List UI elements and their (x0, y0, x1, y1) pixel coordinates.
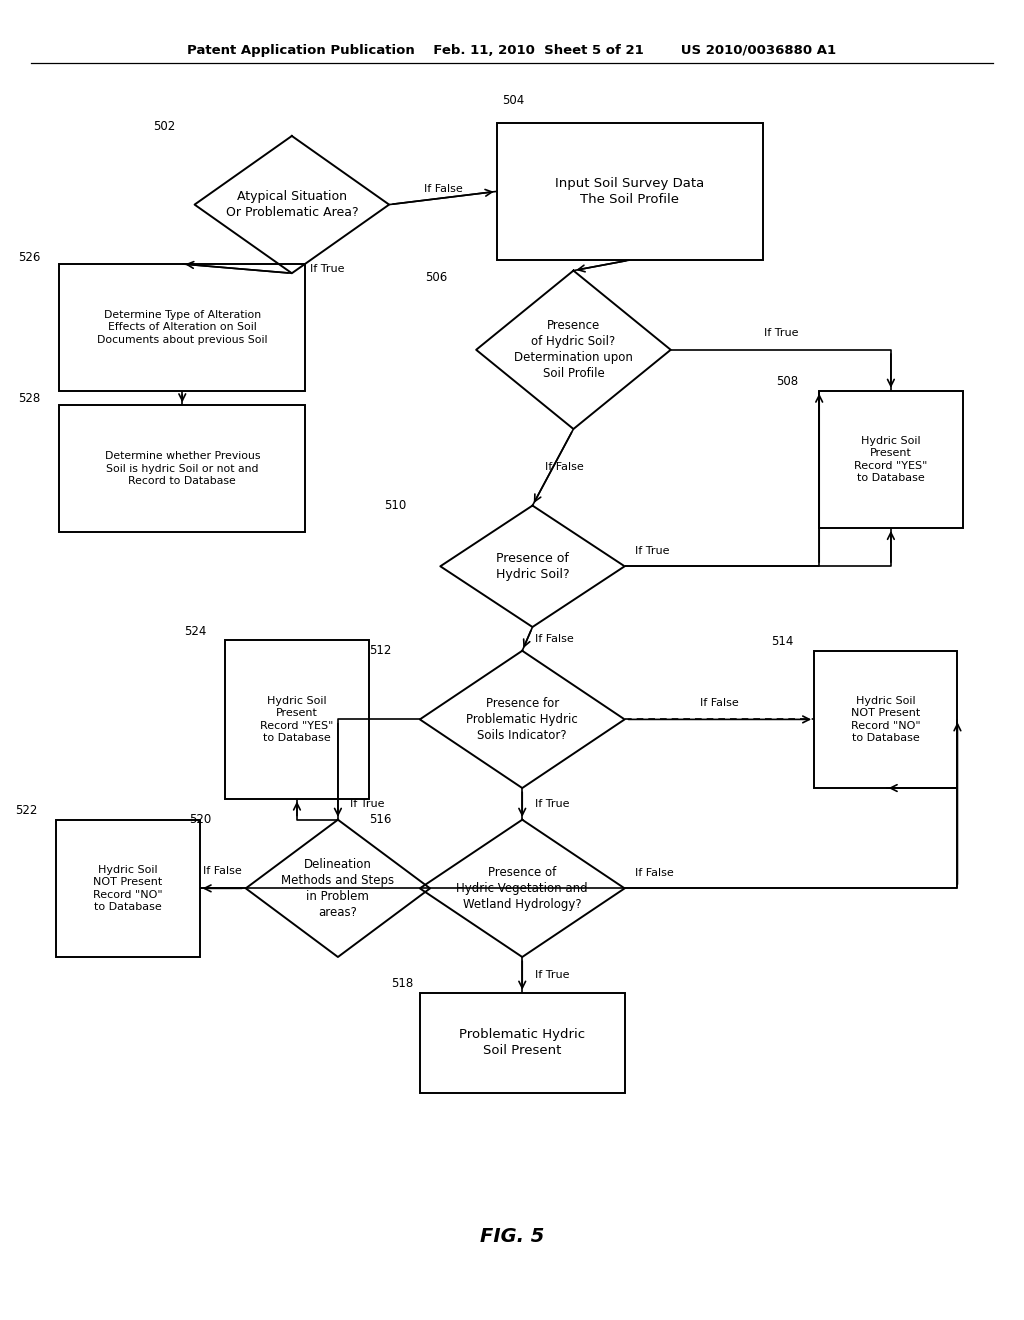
Text: If False: If False (700, 697, 738, 708)
Text: 512: 512 (369, 644, 391, 657)
Bar (56, 820, 200, 957)
Bar (819, 391, 963, 528)
Text: Patent Application Publication    Feb. 11, 2010  Sheet 5 of 21        US 2010/00: Patent Application Publication Feb. 11, … (187, 44, 837, 57)
Text: If False: If False (204, 866, 242, 876)
Text: Delineation
Methods and Steps
in Problem
areas?: Delineation Methods and Steps in Problem… (282, 858, 394, 919)
Text: FIG. 5: FIG. 5 (480, 1228, 544, 1246)
Text: 526: 526 (18, 251, 41, 264)
Text: 518: 518 (391, 977, 414, 990)
Text: If False: If False (535, 634, 573, 644)
Text: If True: If True (535, 970, 569, 979)
Bar (420, 993, 625, 1093)
Text: If False: If False (424, 183, 462, 194)
Text: 516: 516 (369, 813, 391, 826)
Text: Presence for
Problematic Hydric
Soils Indicator?: Presence for Problematic Hydric Soils In… (466, 697, 579, 742)
Bar (59, 405, 305, 532)
Text: 528: 528 (18, 392, 41, 405)
Text: If False: If False (545, 462, 584, 473)
Text: 524: 524 (184, 624, 207, 638)
Text: 522: 522 (15, 804, 38, 817)
Text: Hydric Soil
NOT Present
Record "NO"
to Database: Hydric Soil NOT Present Record "NO" to D… (93, 865, 163, 912)
Text: Hydric Soil
Present
Record "YES"
to Database: Hydric Soil Present Record "YES" to Data… (854, 436, 928, 483)
Text: If True: If True (635, 545, 670, 556)
Text: Presence of
Hydric Soil?: Presence of Hydric Soil? (496, 552, 569, 581)
Text: Problematic Hydric
Soil Present: Problematic Hydric Soil Present (459, 1028, 586, 1057)
Text: Hydric Soil
NOT Present
Record "NO"
to Database: Hydric Soil NOT Present Record "NO" to D… (851, 696, 921, 743)
Text: 508: 508 (776, 375, 799, 388)
Text: 520: 520 (189, 813, 212, 826)
Text: 510: 510 (384, 499, 407, 512)
Text: Input Soil Survey Data
The Soil Profile: Input Soil Survey Data The Soil Profile (555, 177, 705, 206)
Text: 506: 506 (425, 271, 447, 284)
Bar (225, 640, 369, 799)
Text: 514: 514 (771, 635, 794, 648)
Text: Hydric Soil
Present
Record "YES"
to Database: Hydric Soil Present Record "YES" to Data… (260, 696, 334, 743)
Text: If True: If True (310, 264, 345, 273)
Bar (497, 123, 763, 260)
Text: If True: If True (764, 327, 798, 338)
Text: If True: If True (535, 799, 569, 809)
Text: Presence
of Hydric Soil?
Determination upon
Soil Profile: Presence of Hydric Soil? Determination u… (514, 319, 633, 380)
Text: If False: If False (635, 867, 674, 878)
Text: If True: If True (350, 799, 385, 809)
Text: Determine whether Previous
Soil is hydric Soil or not and
Record to Database: Determine whether Previous Soil is hydri… (104, 451, 260, 486)
Text: Determine Type of Alteration
Effects of Alteration on Soil
Documents about previ: Determine Type of Alteration Effects of … (97, 310, 267, 345)
Bar (59, 264, 305, 391)
Text: Presence of
Hydric Vegetation and
Wetland Hydrology?: Presence of Hydric Vegetation and Wetlan… (457, 866, 588, 911)
Bar (814, 651, 957, 788)
Text: Atypical Situation
Or Problematic Area?: Atypical Situation Or Problematic Area? (225, 190, 358, 219)
Text: 502: 502 (154, 120, 176, 133)
Text: 504: 504 (502, 94, 524, 107)
